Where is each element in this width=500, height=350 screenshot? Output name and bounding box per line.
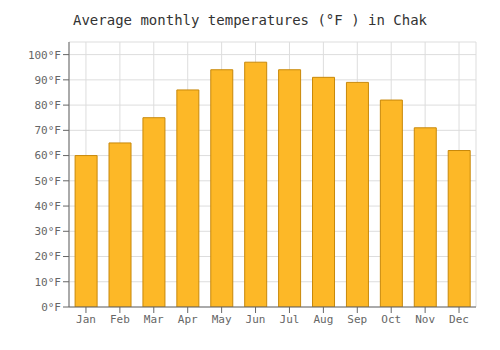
svg-text:Sep: Sep xyxy=(347,313,367,326)
svg-text:80°F: 80°F xyxy=(35,99,62,112)
svg-text:Jul: Jul xyxy=(280,313,300,326)
svg-text:May: May xyxy=(212,313,232,326)
svg-text:Jan: Jan xyxy=(76,313,96,326)
svg-text:Nov: Nov xyxy=(415,313,435,326)
svg-text:50°F: 50°F xyxy=(35,175,62,188)
svg-text:70°F: 70°F xyxy=(35,124,62,137)
svg-text:Dec: Dec xyxy=(449,313,469,326)
svg-text:60°F: 60°F xyxy=(35,149,62,162)
svg-text:40°F: 40°F xyxy=(35,200,62,213)
svg-text:30°F: 30°F xyxy=(35,225,62,238)
svg-text:20°F: 20°F xyxy=(35,250,62,263)
svg-text:Feb: Feb xyxy=(110,313,130,326)
svg-text:Jun: Jun xyxy=(246,313,266,326)
svg-text:Apr: Apr xyxy=(178,313,198,326)
svg-text:100°F: 100°F xyxy=(28,49,61,62)
html-text:Average monthly temperatures (: Average monthly temperatures (°F ) in Ch… xyxy=(73,12,427,28)
svg-text:Mar: Mar xyxy=(144,313,164,326)
svg-text:90°F: 90°F xyxy=(35,74,62,87)
svg-text:10°F: 10°F xyxy=(35,276,62,289)
svg-text:0°F: 0°F xyxy=(41,301,61,314)
svg-text:Oct: Oct xyxy=(381,313,401,326)
svg-text:Aug: Aug xyxy=(313,313,333,326)
